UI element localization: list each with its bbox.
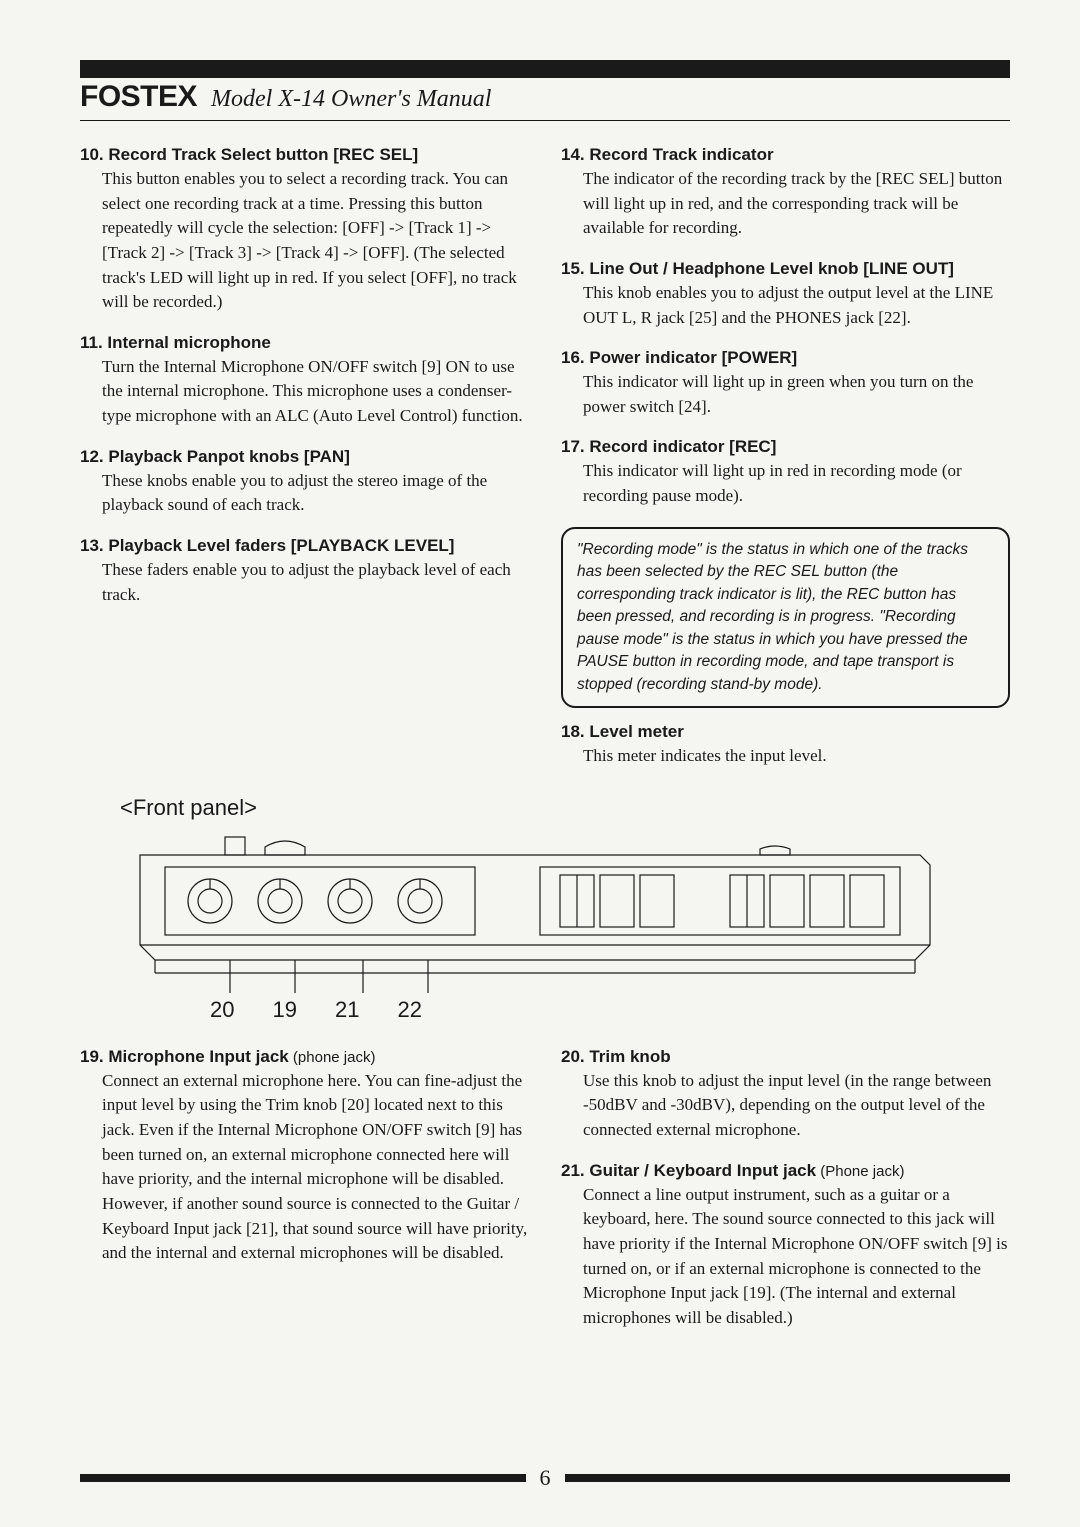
brand-logo: FOSTEX [80, 80, 197, 114]
item-20-body: Use this knob to adjust the input level … [561, 1069, 1010, 1143]
columns-lower: 19. Microphone Input jack (phone jack) C… [80, 1047, 1010, 1349]
item-20-title: 20. Trim knob [561, 1047, 1010, 1067]
item-19: 19. Microphone Input jack (phone jack) C… [80, 1047, 529, 1266]
item-18: 18. Level meter This meter indicates the… [561, 722, 1010, 769]
item-21-title-sub: (Phone jack) [816, 1163, 904, 1180]
footer-bar-left [80, 1474, 526, 1482]
item-20: 20. Trim knob Use this knob to adjust th… [561, 1047, 1010, 1143]
header-bar [80, 60, 1010, 78]
item-14-title: 14. Record Track indicator [561, 145, 1010, 165]
page-header: FOSTEX Model X-14 Owner's Manual [80, 80, 1010, 121]
column-left-upper: 10. Record Track Select button [REC SEL]… [80, 145, 529, 787]
item-14-body: The indicator of the recording track by … [561, 167, 1010, 241]
diagram-callouts: 20 19 21 22 [120, 997, 1010, 1023]
item-14: 14. Record Track indicator The indicator… [561, 145, 1010, 241]
diagram-title: <Front panel> [120, 795, 1010, 821]
item-18-body: This meter indicates the input level. [561, 744, 1010, 769]
callout-19: 19 [272, 997, 296, 1023]
item-18-title: 18. Level meter [561, 722, 1010, 742]
item-15: 15. Line Out / Headphone Level knob [LIN… [561, 259, 1010, 330]
item-12-title: 12. Playback Panpot knobs [PAN] [80, 447, 529, 467]
item-10-title: 10. Record Track Select button [REC SEL] [80, 145, 529, 165]
callout-22: 22 [397, 997, 421, 1023]
callout-21: 21 [335, 997, 359, 1023]
footer: 6 [80, 1465, 1010, 1491]
column-right-lower: 20. Trim knob Use this knob to adjust th… [561, 1047, 1010, 1349]
item-16-body: This indicator will light up in green wh… [561, 370, 1010, 419]
item-21-title-main: 21. Guitar / Keyboard Input jack [561, 1161, 816, 1180]
item-19-title: 19. Microphone Input jack (phone jack) [80, 1047, 529, 1067]
item-15-body: This knob enables you to adjust the outp… [561, 281, 1010, 330]
item-21: 21. Guitar / Keyboard Input jack (Phone … [561, 1161, 1010, 1331]
item-21-body: Connect a line output instrument, such a… [561, 1183, 1010, 1331]
footer-bar-right [565, 1474, 1011, 1482]
diagram-wrap [120, 825, 1010, 995]
front-panel-diagram [120, 825, 940, 995]
front-panel-diagram-section: <Front panel> [80, 795, 1010, 1023]
item-13: 13. Playback Level faders [PLAYBACK LEVE… [80, 536, 529, 607]
item-11: 11. Internal microphone Turn the Interna… [80, 333, 529, 429]
item-11-body: Turn the Internal Microphone ON/OFF swit… [80, 355, 529, 429]
callout-20: 20 [210, 997, 234, 1023]
item-15-title: 15. Line Out / Headphone Level knob [LIN… [561, 259, 1010, 279]
item-21-title: 21. Guitar / Keyboard Input jack (Phone … [561, 1161, 1010, 1181]
column-left-lower: 19. Microphone Input jack (phone jack) C… [80, 1047, 529, 1349]
item-10-body: This button enables you to select a reco… [80, 167, 529, 315]
item-11-title: 11. Internal microphone [80, 333, 529, 353]
item-13-body: These faders enable you to adjust the pl… [80, 558, 529, 607]
item-10: 10. Record Track Select button [REC SEL]… [80, 145, 529, 315]
item-17: 17. Record indicator [REC] This indicato… [561, 437, 1010, 508]
item-13-title: 13. Playback Level faders [PLAYBACK LEVE… [80, 536, 529, 556]
model-title: Model X-14 Owner's Manual [211, 86, 491, 112]
item-19-title-sub: (phone jack) [289, 1049, 376, 1066]
item-12-body: These knobs enable you to adjust the ste… [80, 469, 529, 518]
item-16-title: 16. Power indicator [POWER] [561, 348, 1010, 368]
item-17-title: 17. Record indicator [REC] [561, 437, 1010, 457]
item-16: 16. Power indicator [POWER] This indicat… [561, 348, 1010, 419]
item-17-body: This indicator will light up in red in r… [561, 459, 1010, 508]
recording-mode-note: "Recording mode" is the status in which … [561, 527, 1010, 708]
item-19-title-main: 19. Microphone Input jack [80, 1047, 289, 1066]
item-19-body: Connect an external microphone here. You… [80, 1069, 529, 1266]
columns-upper: 10. Record Track Select button [REC SEL]… [80, 145, 1010, 787]
column-right-upper: 14. Record Track indicator The indicator… [561, 145, 1010, 787]
page-number: 6 [540, 1465, 551, 1491]
item-12: 12. Playback Panpot knobs [PAN] These kn… [80, 447, 529, 518]
